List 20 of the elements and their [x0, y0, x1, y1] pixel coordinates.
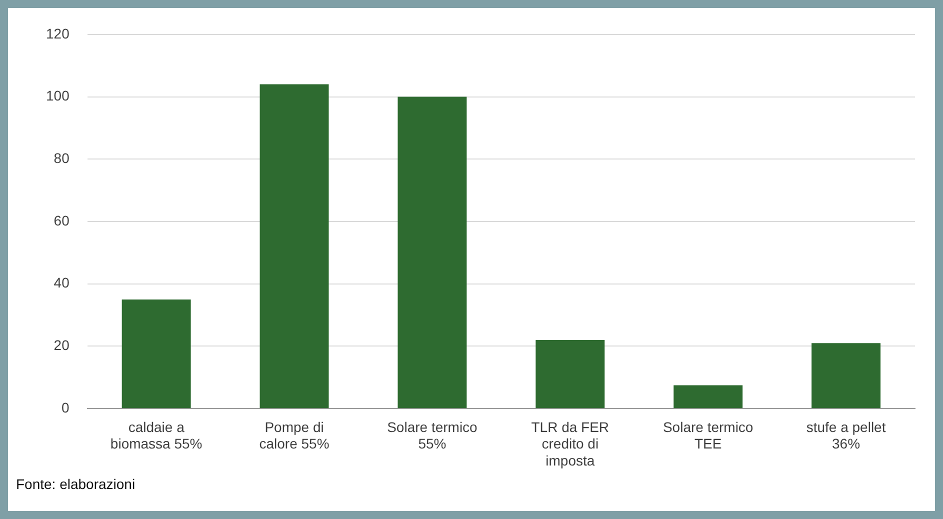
y-tick-label: 20 [54, 337, 70, 354]
x-tick-label: Solare termico 55% [387, 418, 478, 452]
y-tick-label: 100 [46, 88, 70, 104]
y-tick-label: 40 [54, 274, 70, 291]
bar [122, 299, 191, 408]
x-tick-label: Solare termico TEE [662, 418, 754, 452]
y-tick-label: 80 [54, 150, 70, 166]
bar [398, 96, 467, 408]
bar [674, 385, 743, 408]
x-tick-label: stufe a pellet 36% [806, 418, 886, 452]
bar [260, 84, 329, 408]
bar [812, 343, 881, 408]
x-tick-label: caldaie a biomassa 55% [110, 418, 202, 452]
source-note: Fonte: elaborazioni [16, 476, 136, 492]
y-tick-label: 0 [62, 399, 70, 416]
x-tick-label: Pompe di calore 55% [259, 418, 330, 452]
x-tick-label: TLR da FER credito di imposta [531, 418, 610, 468]
y-tick-label: 120 [46, 25, 70, 42]
bar [536, 340, 605, 408]
y-tick-label: 60 [54, 212, 70, 228]
